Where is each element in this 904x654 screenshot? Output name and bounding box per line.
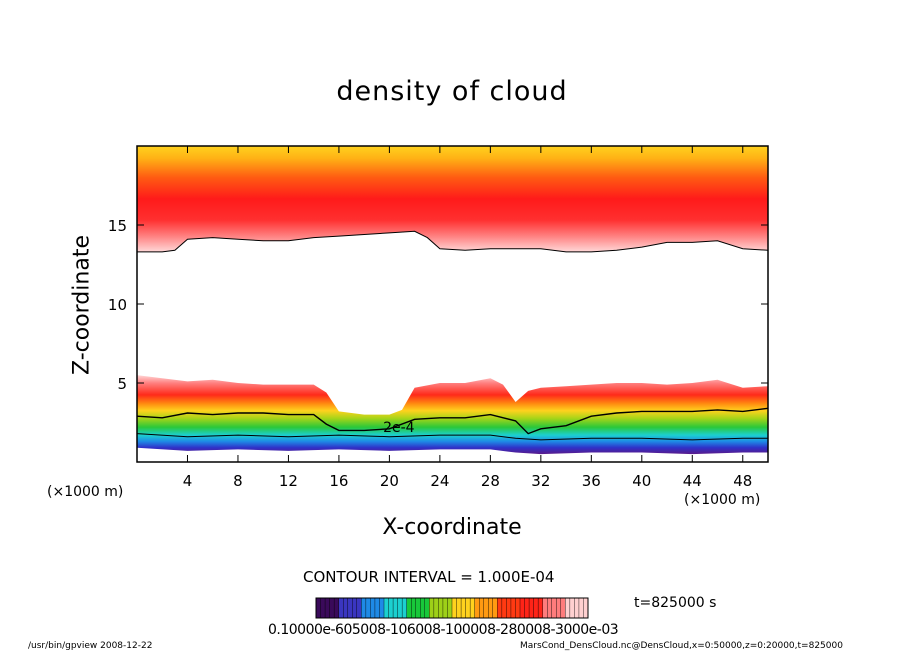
colorbar-cell	[465, 597, 471, 619]
footer-left: /usr/bin/gpview 2008-12-22	[28, 641, 153, 651]
x-tick-label: 28	[481, 472, 500, 490]
colorbar-cell	[551, 597, 557, 619]
colorbar-cell	[433, 597, 439, 619]
colorbar-cell	[578, 597, 584, 619]
colorbar-cell	[347, 597, 353, 619]
colorbar-cell	[565, 597, 571, 619]
colorbar-cell	[524, 597, 530, 619]
x-unit-label-left: (×1000 m)	[47, 484, 124, 500]
chart-title: density of cloud	[336, 76, 568, 107]
colorbar-cell	[397, 597, 403, 619]
colorbar-cell	[533, 597, 539, 619]
colorbar-cell	[497, 597, 503, 619]
colorbar-cell	[338, 597, 344, 619]
colorbar	[315, 597, 589, 619]
contour-interval-text: CONTOUR INTERVAL = 1.000E-04	[303, 568, 555, 586]
colorbar-cell	[352, 597, 358, 619]
colorbar-cell	[442, 597, 448, 619]
y-tick-label: 10	[108, 296, 127, 314]
colorbar-cell	[320, 597, 326, 619]
colorbar-cell	[560, 597, 566, 619]
colorbar-cell	[374, 597, 380, 619]
colorbar-cell	[488, 597, 494, 619]
colorbar-frame	[315, 597, 589, 619]
colorbar-cell	[456, 597, 462, 619]
colorbar-cell	[519, 597, 526, 619]
colorbar-cell	[392, 597, 399, 619]
colorbar-cell	[460, 597, 467, 619]
colorbar-cell	[479, 597, 485, 619]
x-tick-label: 36	[582, 472, 601, 490]
colorbar-cell	[542, 597, 548, 619]
contour-label: 2e-4	[383, 420, 415, 436]
colorbar-cell	[315, 597, 322, 619]
upper-cloud-contour	[137, 230, 768, 253]
x-axis-label: X-coordinate	[382, 515, 522, 540]
colorbar-cell	[506, 597, 512, 619]
x-tick-label: 32	[531, 472, 550, 490]
colorbar-cell	[424, 597, 430, 619]
colorbar-cell	[447, 597, 453, 619]
lower-cloud-layer	[137, 375, 768, 455]
colorbar-cell	[537, 597, 544, 619]
colorbar-cell	[329, 597, 335, 619]
upper-cloud-layer	[137, 146, 768, 252]
colorbar-cell	[501, 597, 507, 619]
y-tick-label: 15	[108, 217, 127, 235]
colorbar-cell	[383, 597, 390, 619]
colorbar-cell	[406, 597, 412, 619]
colorbar-cell	[492, 597, 498, 619]
colorbar-cell	[474, 597, 480, 619]
x-tick-label: 40	[632, 472, 651, 490]
colorbar-cell	[438, 597, 444, 619]
x-unit-label-right: (×1000 m)	[684, 492, 761, 508]
colorbar-cell	[569, 597, 575, 619]
x-tick-label: 4	[183, 472, 193, 490]
colorbar-cell	[333, 597, 340, 619]
x-tick-label: 16	[329, 472, 348, 490]
colorbar-cell	[365, 597, 371, 619]
colorbar-cell	[388, 597, 394, 619]
colorbar-cell	[483, 597, 489, 619]
x-tick-label: 12	[279, 472, 298, 490]
colorbar-cell	[574, 597, 580, 619]
colorbar-cell	[324, 597, 331, 619]
colorbar-cell	[510, 597, 516, 619]
contour-line-2e-4	[137, 407, 768, 435]
colorbar-cell	[420, 597, 426, 619]
colorbar-cell	[429, 597, 435, 619]
colorbar-cell	[547, 597, 553, 619]
colorbar-cell	[370, 597, 376, 619]
colorbar-labels: 0.10000e-605008-106008-100008-280008-300…	[268, 622, 619, 638]
footer-right: MarsCond_DensCloud.nc@DensCloud,x=0:5000…	[520, 641, 843, 651]
colorbar-cell	[343, 597, 349, 619]
colorbar-cell	[361, 597, 367, 619]
lower-cloud-base-contour	[137, 433, 768, 441]
colorbar-cell	[451, 597, 458, 619]
x-tick-label: 48	[733, 472, 752, 490]
x-tick-label: 24	[430, 472, 449, 490]
colorbar-cell	[528, 597, 535, 619]
colorbar-cell	[415, 597, 421, 619]
x-tick-label: 44	[683, 472, 702, 490]
colorbar-cell	[356, 597, 362, 619]
colorbar-cell	[515, 597, 521, 619]
colorbar-cell	[401, 597, 408, 619]
colorbar-cell	[411, 597, 417, 619]
x-tick-label: 20	[380, 472, 399, 490]
y-axis-label: Z-coordinate	[69, 235, 95, 375]
x-tick-label: 8	[233, 472, 243, 490]
colorbar-cell	[556, 597, 562, 619]
time-label: t=825000 s	[634, 595, 717, 611]
colorbar-cell	[469, 597, 476, 619]
colorbar-cell	[379, 597, 385, 619]
y-tick-label: 5	[117, 375, 127, 393]
